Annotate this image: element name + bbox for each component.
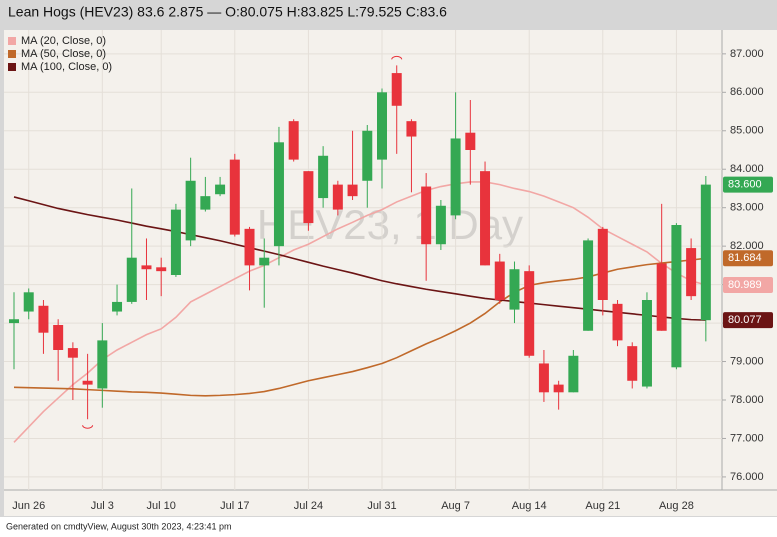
high-marker bbox=[391, 55, 403, 60]
y-tick-label: 78.000 bbox=[730, 394, 764, 406]
candle-body bbox=[553, 384, 564, 393]
x-tick-label: Jun 26 bbox=[12, 500, 45, 512]
price-tag-label: 80.989 bbox=[728, 279, 762, 291]
price-tag bbox=[723, 176, 773, 193]
candle-body bbox=[612, 303, 623, 341]
candle-body bbox=[377, 92, 387, 160]
candle-body bbox=[38, 305, 49, 333]
legend-label: MA (20, Close, 0) bbox=[21, 35, 106, 47]
footer-bar bbox=[0, 517, 777, 537]
candle-body bbox=[200, 196, 211, 210]
candle-body bbox=[524, 271, 535, 356]
candle-body bbox=[273, 142, 284, 247]
candle-body bbox=[67, 348, 78, 358]
price-tag bbox=[723, 250, 773, 267]
candle-body bbox=[627, 346, 638, 381]
candle-body bbox=[332, 184, 343, 210]
legend-label: MA (50, Close, 0) bbox=[21, 48, 106, 60]
y-tick-label: 77.000 bbox=[730, 432, 764, 444]
candle-body bbox=[303, 171, 314, 224]
candle-body bbox=[641, 300, 652, 387]
candle-body bbox=[259, 257, 270, 266]
watermark: HEV23, 1 Day bbox=[257, 201, 523, 248]
ma-line bbox=[13, 181, 707, 443]
candle-body bbox=[112, 301, 123, 312]
candle-body bbox=[421, 186, 432, 245]
x-tick-label: Jul 3 bbox=[91, 500, 114, 512]
candle-body bbox=[700, 184, 711, 321]
candle-body bbox=[185, 180, 196, 241]
overlay: 76.00077.00078.00079.00080.00081.00082.0… bbox=[8, 35, 773, 512]
footer-text: Generated on cmdtyView, August 30th 2023… bbox=[6, 521, 232, 531]
y-tick-label: 82.000 bbox=[730, 240, 764, 252]
x-tick-label: Aug 28 bbox=[659, 500, 694, 512]
price-tag bbox=[723, 277, 773, 294]
candle-body bbox=[391, 73, 402, 106]
candle-body bbox=[244, 228, 255, 266]
legend-swatch bbox=[8, 63, 16, 71]
price-tag-label: 81.684 bbox=[728, 252, 762, 264]
candle-body bbox=[671, 225, 682, 368]
candle-body bbox=[288, 121, 299, 160]
candle-body bbox=[23, 292, 34, 312]
candle-body bbox=[141, 265, 152, 270]
candle-body bbox=[583, 240, 594, 331]
candle-body bbox=[494, 261, 505, 300]
x-tick-label: Jul 31 bbox=[367, 500, 396, 512]
y-tick-label: 85.000 bbox=[730, 125, 764, 137]
y-tick-label: 79.000 bbox=[730, 355, 764, 367]
candle-body bbox=[568, 355, 579, 393]
candle-body bbox=[9, 319, 19, 324]
y-tick-label: 86.000 bbox=[730, 86, 764, 98]
candle-body bbox=[53, 325, 64, 350]
candle-body bbox=[686, 248, 697, 297]
legend-swatch bbox=[8, 37, 16, 45]
price-tag-label: 80.077 bbox=[728, 314, 762, 326]
candle-body bbox=[156, 267, 167, 272]
x-tick-label: Jul 10 bbox=[147, 500, 176, 512]
candle-body bbox=[465, 132, 476, 150]
candle-body bbox=[597, 228, 608, 300]
candle-body bbox=[318, 155, 329, 199]
chart-title: Lean Hogs (HEV23) 83.6 2.875 — O:80.075 … bbox=[8, 4, 447, 20]
low-marker bbox=[82, 425, 94, 429]
y-tick-label: 84.000 bbox=[730, 163, 764, 175]
x-tick-label: Aug 14 bbox=[512, 500, 547, 512]
legend-swatch bbox=[8, 50, 16, 58]
candle-body bbox=[126, 257, 137, 302]
grid bbox=[4, 30, 726, 490]
candle-body bbox=[229, 159, 240, 235]
candle-body bbox=[480, 171, 491, 266]
candle-body bbox=[450, 138, 461, 216]
candle-body bbox=[82, 380, 93, 385]
candle-body bbox=[406, 121, 417, 137]
legend-label: MA (100, Close, 0) bbox=[21, 61, 112, 73]
candle-body bbox=[170, 209, 181, 275]
x-tick-label: Aug 7 bbox=[441, 500, 470, 512]
candle-body bbox=[97, 340, 108, 389]
candle-body bbox=[656, 263, 667, 331]
candle-body bbox=[347, 184, 358, 197]
y-tick-label: 83.000 bbox=[730, 202, 764, 214]
x-tick-label: Jul 17 bbox=[220, 500, 249, 512]
price-tag bbox=[723, 312, 773, 329]
candle-body bbox=[435, 205, 446, 245]
candle-body bbox=[215, 184, 226, 195]
candle-body bbox=[509, 269, 520, 310]
candle-body bbox=[538, 363, 549, 393]
x-tick-label: Aug 21 bbox=[585, 500, 620, 512]
y-tick-label: 87.000 bbox=[730, 48, 764, 60]
plot bbox=[9, 55, 711, 443]
y-tick-label: 76.000 bbox=[730, 471, 764, 483]
candle-body bbox=[362, 130, 373, 181]
x-tick-label: Jul 24 bbox=[294, 500, 323, 512]
price-tag-label: 83.600 bbox=[728, 179, 762, 191]
